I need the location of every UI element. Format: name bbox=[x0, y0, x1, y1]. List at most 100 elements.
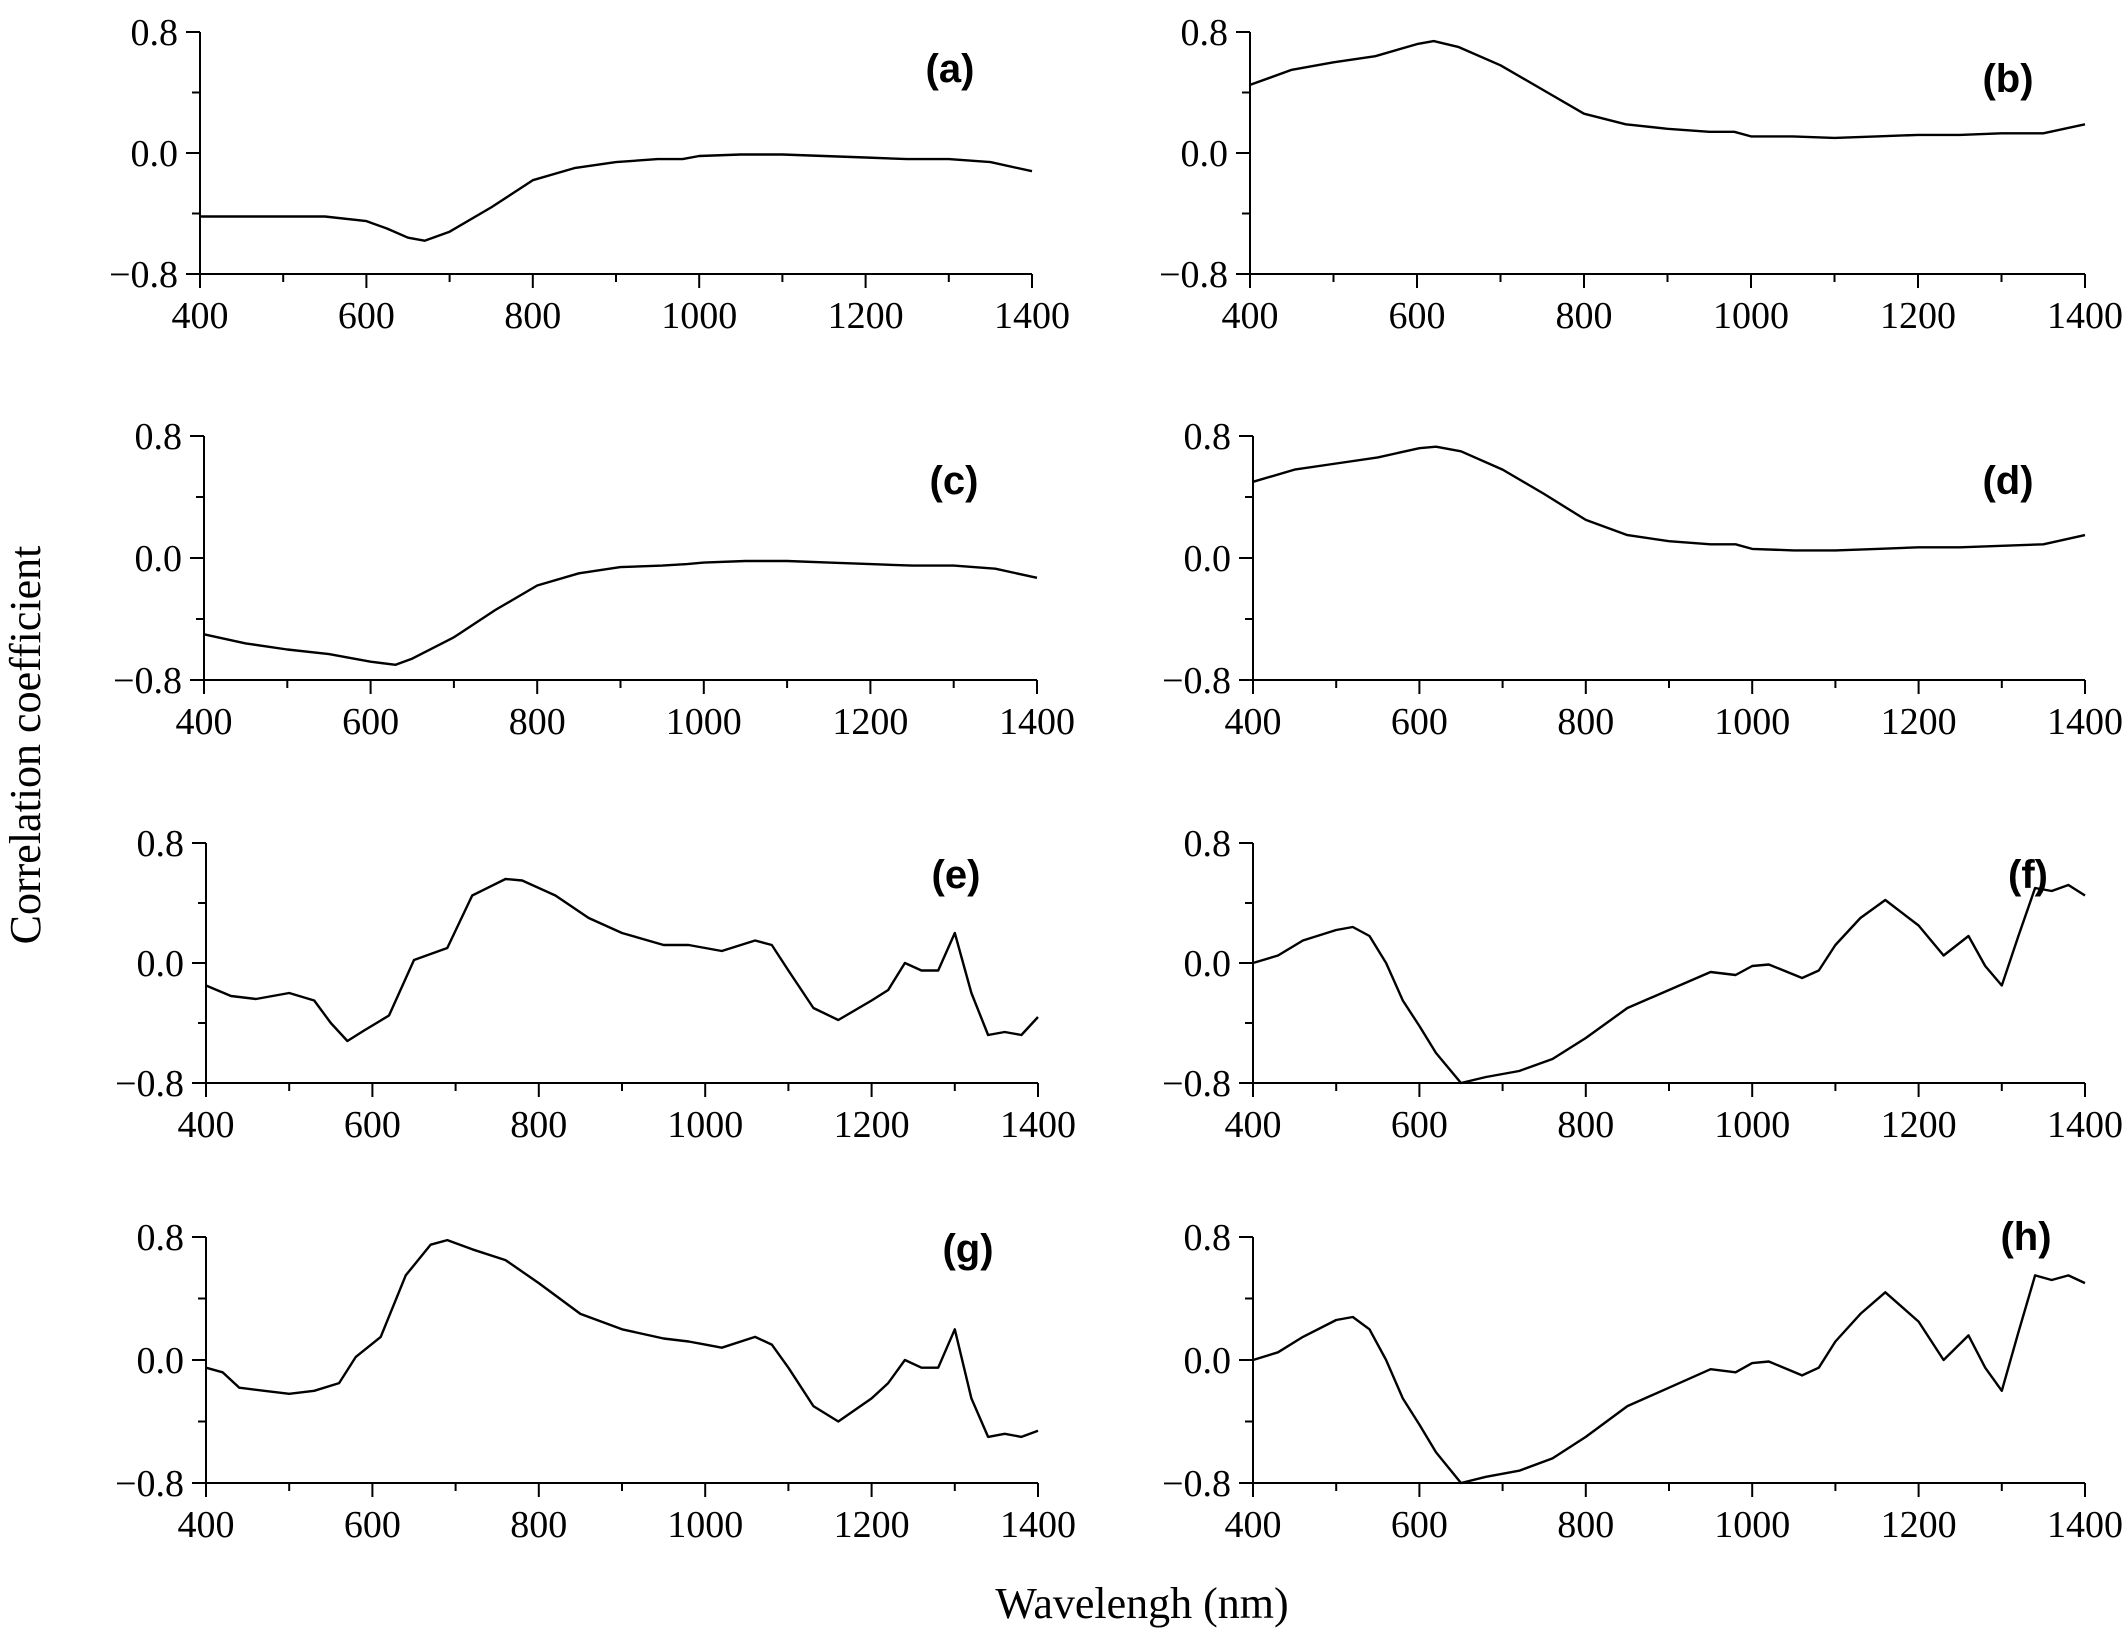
y-tick-label: 0.8 bbox=[135, 416, 183, 458]
x-tick-label: 1400 bbox=[2047, 1504, 2123, 1546]
x-tick-label: 1000 bbox=[667, 1504, 743, 1546]
x-tick-label: 800 bbox=[1557, 701, 1614, 743]
x-tick-label: 1000 bbox=[1714, 701, 1790, 743]
y-tick-label: 0.8 bbox=[1184, 416, 1232, 458]
y-tick-label: −0.8 bbox=[1162, 660, 1231, 702]
y-tick-label: −0.8 bbox=[113, 660, 182, 702]
x-tick-label: 600 bbox=[1391, 1504, 1448, 1546]
y-tick-label: 0.0 bbox=[137, 943, 185, 985]
x-tick-label: 600 bbox=[344, 1104, 401, 1146]
panel-label-g: (g) bbox=[942, 1227, 993, 1271]
y-tick-label: −0.8 bbox=[109, 254, 178, 296]
x-tick-label: 800 bbox=[1557, 1504, 1614, 1546]
x-tick-label: 400 bbox=[1225, 1104, 1282, 1146]
y-tick-label: −0.8 bbox=[1162, 1063, 1231, 1105]
y-tick-label: 0.0 bbox=[1181, 133, 1229, 175]
panel-label-f: (f) bbox=[2008, 853, 2048, 897]
x-tick-label: 1400 bbox=[999, 701, 1075, 743]
x-tick-label: 1000 bbox=[1714, 1504, 1790, 1546]
x-tick-label: 1200 bbox=[834, 1104, 910, 1146]
y-tick-label: 0.0 bbox=[135, 538, 183, 580]
x-tick-label: 400 bbox=[178, 1504, 235, 1546]
x-tick-label: 1400 bbox=[2047, 701, 2123, 743]
x-tick-label: 400 bbox=[1222, 295, 1279, 337]
panel-label-a: (a) bbox=[926, 47, 975, 91]
x-tick-label: 600 bbox=[1389, 295, 1446, 337]
series-line-e bbox=[205, 877, 1039, 1043]
y-tick-label: 0.0 bbox=[1184, 1340, 1232, 1382]
x-tick-label: 600 bbox=[342, 701, 399, 743]
x-tick-label: 1000 bbox=[1713, 295, 1789, 337]
y-tick-label: 0.0 bbox=[1184, 538, 1232, 580]
x-tick-label: 400 bbox=[176, 701, 233, 743]
y-tick-label: −0.8 bbox=[115, 1463, 184, 1505]
x-tick-label: 1000 bbox=[667, 1104, 743, 1146]
x-tick-label: 800 bbox=[504, 295, 561, 337]
x-tick-label: 400 bbox=[172, 295, 229, 337]
x-tick-label: 1000 bbox=[661, 295, 737, 337]
x-tick-label: 1200 bbox=[1880, 295, 1956, 337]
x-tick-label: 400 bbox=[1225, 1504, 1282, 1546]
x-tick-label: 1200 bbox=[832, 701, 908, 743]
y-tick-label: −0.8 bbox=[1162, 1463, 1231, 1505]
x-tick-label: 1400 bbox=[2047, 1104, 2123, 1146]
panel-label-c: (c) bbox=[930, 459, 979, 503]
x-tick-label: 1400 bbox=[1000, 1104, 1076, 1146]
x-tick-label: 800 bbox=[1556, 295, 1613, 337]
y-tick-label: 0.8 bbox=[137, 823, 185, 865]
y-tick-label: 0.0 bbox=[131, 133, 179, 175]
series-line-c bbox=[203, 559, 1038, 666]
x-tick-label: 800 bbox=[1557, 1104, 1614, 1146]
panel-label-h: (h) bbox=[2000, 1215, 2051, 1259]
x-tick-label: 800 bbox=[510, 1104, 567, 1146]
series-line-d bbox=[1252, 445, 2086, 552]
y-tick-label: −0.8 bbox=[115, 1063, 184, 1105]
x-tick-label: 1400 bbox=[1000, 1504, 1076, 1546]
series-line-b bbox=[1249, 39, 2086, 140]
y-axis-title: Correlation coefficient bbox=[1, 546, 50, 945]
x-tick-label: 1000 bbox=[1714, 1104, 1790, 1146]
x-tick-label: 600 bbox=[1391, 1104, 1448, 1146]
y-tick-label: 0.0 bbox=[137, 1340, 185, 1382]
x-tick-label: 1200 bbox=[1881, 1104, 1957, 1146]
x-tick-label: 1400 bbox=[2047, 295, 2123, 337]
x-tick-label: 600 bbox=[344, 1504, 401, 1546]
y-tick-label: 0.0 bbox=[1184, 943, 1232, 985]
x-axis-title: Wavelengh (nm) bbox=[995, 1579, 1288, 1628]
x-tick-label: 1200 bbox=[1881, 701, 1957, 743]
x-tick-label: 400 bbox=[178, 1104, 235, 1146]
x-tick-label: 1200 bbox=[1881, 1504, 1957, 1546]
y-tick-label: −0.8 bbox=[1159, 254, 1228, 296]
series-line-h bbox=[1252, 1274, 2086, 1485]
series-line-a bbox=[200, 153, 1033, 242]
x-tick-label: 1200 bbox=[828, 295, 904, 337]
panel-label-b: (b) bbox=[1982, 57, 2033, 101]
series-line-g bbox=[205, 1238, 1039, 1439]
y-tick-label: 0.8 bbox=[1184, 1217, 1232, 1259]
series-line-f bbox=[1252, 883, 2086, 1085]
y-tick-label: 0.8 bbox=[1184, 823, 1232, 865]
x-tick-label: 1400 bbox=[994, 295, 1070, 337]
x-tick-label: 1000 bbox=[666, 701, 742, 743]
x-tick-label: 400 bbox=[1225, 701, 1282, 743]
x-tick-label: 800 bbox=[510, 1504, 567, 1546]
x-tick-label: 600 bbox=[338, 295, 395, 337]
x-tick-label: 1200 bbox=[834, 1504, 910, 1546]
y-tick-label: 0.8 bbox=[137, 1217, 185, 1259]
x-tick-label: 800 bbox=[509, 701, 566, 743]
x-tick-label: 600 bbox=[1391, 701, 1448, 743]
panel-label-e: (e) bbox=[932, 853, 981, 897]
y-tick-label: 0.8 bbox=[131, 12, 179, 54]
panel-label-d: (d) bbox=[1982, 459, 2033, 503]
y-tick-label: 0.8 bbox=[1181, 12, 1229, 54]
